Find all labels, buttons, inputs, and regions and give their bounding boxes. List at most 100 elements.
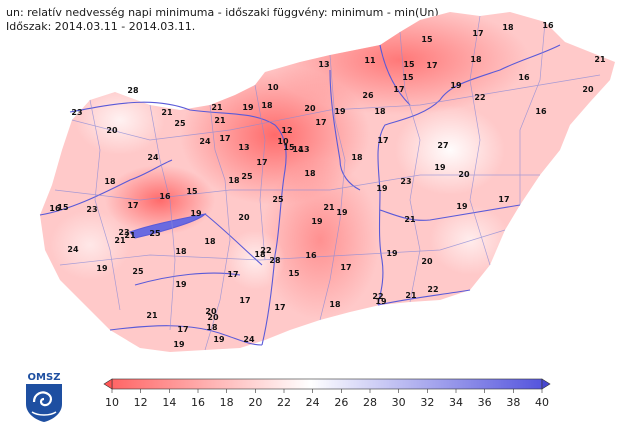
- balaton-lake: [129, 213, 207, 239]
- station-value: 25: [132, 267, 144, 276]
- station-value: 15: [186, 187, 198, 196]
- station-value: 13: [298, 145, 309, 154]
- station-value: 20: [582, 85, 594, 94]
- omsz-logo: OMSZ: [22, 372, 66, 422]
- station-value: 15: [57, 203, 69, 212]
- maros-river: [377, 289, 471, 306]
- station-value: 21: [405, 291, 417, 300]
- station-value: 23: [118, 228, 129, 237]
- station-value: 15: [403, 60, 415, 69]
- station-value: 12: [281, 126, 292, 135]
- station-value: 20: [238, 213, 250, 222]
- station-value: 21: [323, 203, 335, 212]
- station-value: 10: [267, 83, 279, 92]
- drava-river: [109, 325, 263, 346]
- station-value: 23: [400, 177, 411, 186]
- station-value: 19: [450, 81, 462, 90]
- station-value: 19: [173, 340, 185, 349]
- station-value: 19: [175, 280, 187, 289]
- colorbar-tick-label: 40: [535, 396, 549, 409]
- colorbar-tick-label: 30: [392, 396, 406, 409]
- station-value: 17: [472, 29, 483, 38]
- station-value: 22: [474, 93, 485, 102]
- station-value: 16: [542, 21, 554, 30]
- station-value: 24: [147, 153, 159, 162]
- station-value: 15: [288, 269, 300, 278]
- danube-river: [69, 101, 287, 346]
- station-value: 24: [243, 335, 255, 344]
- station-value: 24: [67, 245, 79, 254]
- colorbar-tick-label: 12: [134, 396, 148, 409]
- station-value: 21: [404, 215, 416, 224]
- raba-river: [39, 159, 173, 216]
- station-value: 18: [206, 323, 218, 332]
- station-value: 27: [437, 141, 448, 150]
- station-value: 19: [213, 335, 225, 344]
- colorbar-tick-label: 24: [306, 396, 320, 409]
- station-value: 14: [292, 145, 304, 154]
- colorbar-tick-label: 16: [191, 396, 205, 409]
- station-value: 18: [204, 237, 216, 246]
- station-value: 20: [421, 257, 433, 266]
- station-value: 28: [269, 256, 281, 265]
- tisza-river: [377, 44, 561, 306]
- colorbar-tick-label: 18: [220, 396, 234, 409]
- station-value: 21: [114, 236, 126, 245]
- colorbar-tick-label: 20: [248, 396, 262, 409]
- station-value: 21: [161, 108, 173, 117]
- station-value: 17: [498, 195, 509, 204]
- station-value: 11: [364, 56, 376, 65]
- station-value: 20: [458, 170, 470, 179]
- station-value: 19: [376, 184, 388, 193]
- logo-text: OMSZ: [27, 372, 61, 383]
- station-value: 18: [329, 300, 341, 309]
- station-value: 28: [127, 86, 139, 95]
- station-value: 17: [315, 118, 326, 127]
- station-value: 23: [86, 205, 97, 214]
- station-value: 20: [205, 307, 217, 316]
- station-value: 10: [277, 137, 289, 146]
- station-value: 17: [177, 325, 188, 334]
- station-value: 18: [228, 176, 240, 185]
- variable-title: un: relatív nedvesség napi minimuma - id…: [6, 6, 439, 19]
- rivers: [39, 44, 561, 346]
- station-value: 21: [146, 311, 158, 320]
- station-value: 21: [211, 103, 223, 112]
- map-header: un: relatív nedvesség napi minimuma - id…: [6, 6, 439, 34]
- colorbar-bar: [111, 378, 543, 390]
- station-value: 18: [304, 169, 316, 178]
- station-value: 18: [502, 23, 514, 32]
- station-value: 22: [260, 246, 271, 255]
- station-value: 16: [305, 251, 317, 260]
- station-value: 17: [340, 263, 351, 272]
- colorbar-ticks: 10 12 14 16 18 20 22 24 26 28 30 32 34 36 38 40: [105, 389, 549, 409]
- station-value: 13: [238, 143, 249, 152]
- station-value: 18: [351, 153, 363, 162]
- colorbar-tick-label: 38: [506, 396, 520, 409]
- colorbar-low-arrow: [103, 378, 113, 390]
- station-value: 25: [272, 195, 284, 204]
- station-value: 21: [214, 116, 226, 125]
- station-value: 16: [49, 204, 61, 213]
- station-value: 20: [207, 313, 219, 322]
- period-label: Időszak: 2014.03.11 - 2014.03.11.: [6, 20, 196, 33]
- koros-river: [379, 204, 521, 221]
- station-value: 18: [175, 247, 187, 256]
- station-value: 17: [426, 61, 437, 70]
- station-value: 17: [256, 158, 267, 167]
- kapos-river: [134, 272, 241, 286]
- station-value: 26: [362, 91, 374, 100]
- station-value: 16: [518, 73, 530, 82]
- station-value: 19: [386, 249, 398, 258]
- station-value: 19: [311, 217, 323, 226]
- colorbar: 10 12 14 16 18 20 22 24 26 28 30 32 34 36 38 40: [103, 378, 551, 409]
- station-value: 19: [336, 208, 348, 217]
- colorbar-tick-label: 10: [105, 396, 119, 409]
- station-value: 20: [304, 104, 316, 113]
- station-value: 17: [377, 136, 388, 145]
- omsz-logo-icon: [26, 384, 62, 422]
- station-value: 17: [239, 296, 250, 305]
- station-value: 18: [254, 250, 266, 259]
